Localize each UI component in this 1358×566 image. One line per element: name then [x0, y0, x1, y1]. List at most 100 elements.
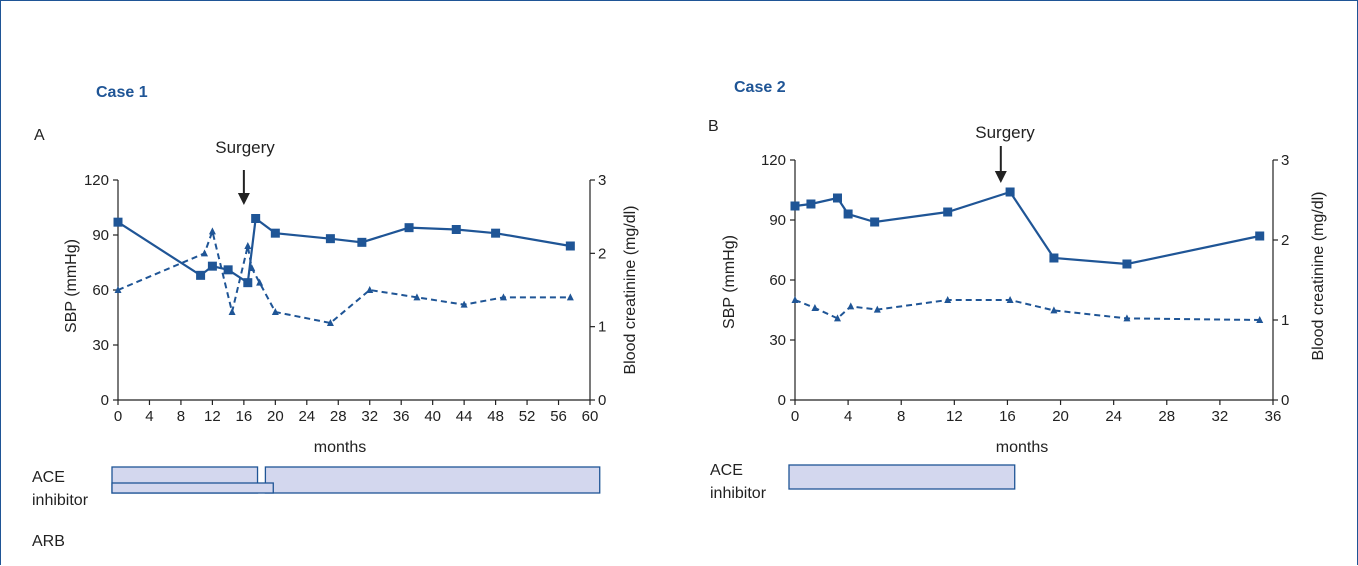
- panel-a-ace-label-line1: ACE: [32, 469, 65, 486]
- panel-b-xtick-label: 12: [946, 408, 963, 425]
- panel-b-series-2-point: [1256, 316, 1264, 323]
- panel-b-series-1-point: [832, 193, 842, 203]
- panel-b-series-2-point: [1123, 314, 1131, 322]
- panel-a-xtick-label: 60: [582, 408, 599, 425]
- panel-b-ace-label-line1: ACE: [710, 462, 743, 479]
- panel-a-series-1-point: [113, 217, 123, 227]
- panel-a-series-2-point: [499, 293, 507, 301]
- panel-b-ylabel: SBP (mmHg): [721, 235, 738, 329]
- panel-b-xtick-label: 4: [844, 408, 852, 425]
- panel-b-series-1-point: [943, 207, 953, 217]
- panel-a-xlabel: months: [314, 439, 366, 456]
- panel-b-xtick-label: 20: [1052, 408, 1069, 425]
- panel-a-xtick-label: 0: [114, 408, 122, 425]
- panel-b-y2tick-label: 2: [1281, 232, 1289, 249]
- panel-b-y2tick-label: 3: [1281, 152, 1289, 169]
- panel-b-y2tick-label: 1: [1281, 312, 1289, 329]
- panel-b-series-2-point: [847, 302, 855, 310]
- panel-b-series-2-point: [833, 314, 841, 322]
- panel-a-y2tick-label: 1: [598, 319, 606, 336]
- panel-a-xtick-label: 12: [204, 408, 221, 425]
- panel-a-xtick-label: 36: [393, 408, 410, 425]
- panel-a-series-1-point: [207, 261, 217, 271]
- panel-a-ylabel: SBP (mmHg): [63, 239, 80, 333]
- panel-b-surgery-arrow-head: [994, 171, 1007, 183]
- panel-a-series-1-point: [196, 270, 206, 280]
- panel-a-xtick-label: 44: [456, 408, 473, 425]
- panel-a-xtick-label: 52: [519, 408, 536, 425]
- panel-a-xtick-label: 20: [267, 408, 284, 425]
- panel-a-series-1-point: [251, 214, 261, 223]
- panel-a-series-1-point: [491, 228, 501, 238]
- panel-a-series-1-point: [325, 234, 335, 244]
- panel-b-series-1-point: [870, 217, 880, 227]
- case-2-title: Case 2: [734, 79, 786, 96]
- panel-a-xtick-label: 8: [177, 408, 185, 425]
- panel-a-xtick-label: 4: [145, 408, 153, 425]
- panel-a-ace-label-line2: inhibitor: [32, 492, 89, 509]
- panel-b-series-2-line: [794, 299, 1260, 321]
- panel-a-series-2-point: [413, 293, 421, 301]
- panel-b-xtick-label: 32: [1212, 408, 1229, 425]
- panel-a-series-1-point: [404, 223, 414, 233]
- panel-a-series-2-point: [208, 227, 216, 235]
- panel-a-series-1-point: [270, 228, 280, 238]
- panel-a-label: A: [34, 127, 45, 144]
- panel-a-series-2-point: [248, 264, 256, 271]
- panel-a-y2tick-label: 0: [598, 392, 606, 409]
- panel-a-xtick-label: 32: [361, 408, 378, 425]
- panel-a-y2tick-label: 3: [598, 172, 606, 189]
- panel-a-series-1-point: [243, 278, 253, 288]
- panel-a-series-2-point: [566, 293, 574, 301]
- panel-b-surgery-label: Surgery: [975, 123, 1035, 142]
- panel-b-xtick-label: 8: [897, 408, 905, 425]
- panel-b-series-1-point: [806, 199, 816, 209]
- panel-case-1: Case 1 A SBP (mmHg) Blood creatinine (mg…: [32, 84, 639, 550]
- panel-a-arb-label: ARB: [32, 533, 65, 550]
- panel-b-xtick-label: 0: [791, 408, 799, 425]
- panel-b-series-2-point: [811, 304, 819, 311]
- panel-b-drug-bar: [788, 464, 1016, 490]
- panel-a-ytick-label: 0: [101, 392, 109, 409]
- panel-a-series-1-point: [223, 265, 233, 275]
- panel-b-y2tick-label: 0: [1281, 392, 1289, 409]
- panel-case-2: Case 2 B SBP (mmHg) Blood creatinine (mg…: [708, 79, 1327, 502]
- panel-a-y2label: Blood creatinine (mg/dl): [622, 206, 639, 375]
- panel-a-xtick-label: 16: [236, 408, 253, 425]
- panel-a-xtick-label: 28: [330, 408, 347, 425]
- panel-a-ytick-label: 90: [92, 227, 109, 244]
- panel-b-series-1-point: [1122, 259, 1132, 269]
- panel-b-series-1-point: [1049, 253, 1059, 263]
- panel-a-series-2-point: [114, 286, 122, 293]
- panel-a-xtick-label: 48: [487, 408, 504, 425]
- case-1-title: Case 1: [96, 84, 148, 101]
- panel-a-series-1-line: [117, 216, 571, 285]
- panel-a-drug-bar: [111, 482, 274, 494]
- panel-b-ytick-label: 90: [769, 212, 786, 229]
- panel-b-series-2-point: [944, 296, 952, 303]
- panel-b-xlabel: months: [996, 439, 1048, 456]
- panel-a-series-2-point: [228, 308, 236, 315]
- panel-b-series-1-line: [794, 190, 1260, 266]
- panel-a-series-1-point: [357, 237, 367, 247]
- panel-b-ytick-label: 60: [769, 272, 786, 289]
- panel-a-drug-bar: [264, 466, 601, 494]
- panel-b-xtick-label: 24: [1105, 408, 1122, 425]
- panel-b-ace-label-line2: inhibitor: [710, 485, 767, 502]
- panel-a-series-2-point: [366, 286, 374, 293]
- panel-a-ytick-label: 120: [84, 172, 109, 189]
- panel-b-label: B: [708, 118, 719, 135]
- panel-a-xtick-label: 56: [550, 408, 567, 425]
- panel-a-xtick-label: 24: [298, 408, 315, 425]
- panel-a-ytick-label: 30: [92, 337, 109, 354]
- panel-b-y2label: Blood creatinine (mg/dl): [1310, 192, 1327, 361]
- panel-a-surgery-arrow-head: [237, 193, 250, 205]
- panel-b-series-2-point: [791, 296, 799, 303]
- panel-b-series-1-point: [843, 209, 853, 219]
- panel-a-series-1-point: [451, 225, 461, 234]
- panel-a-series-2-point: [244, 242, 252, 249]
- panel-a-series-2-point: [271, 308, 279, 315]
